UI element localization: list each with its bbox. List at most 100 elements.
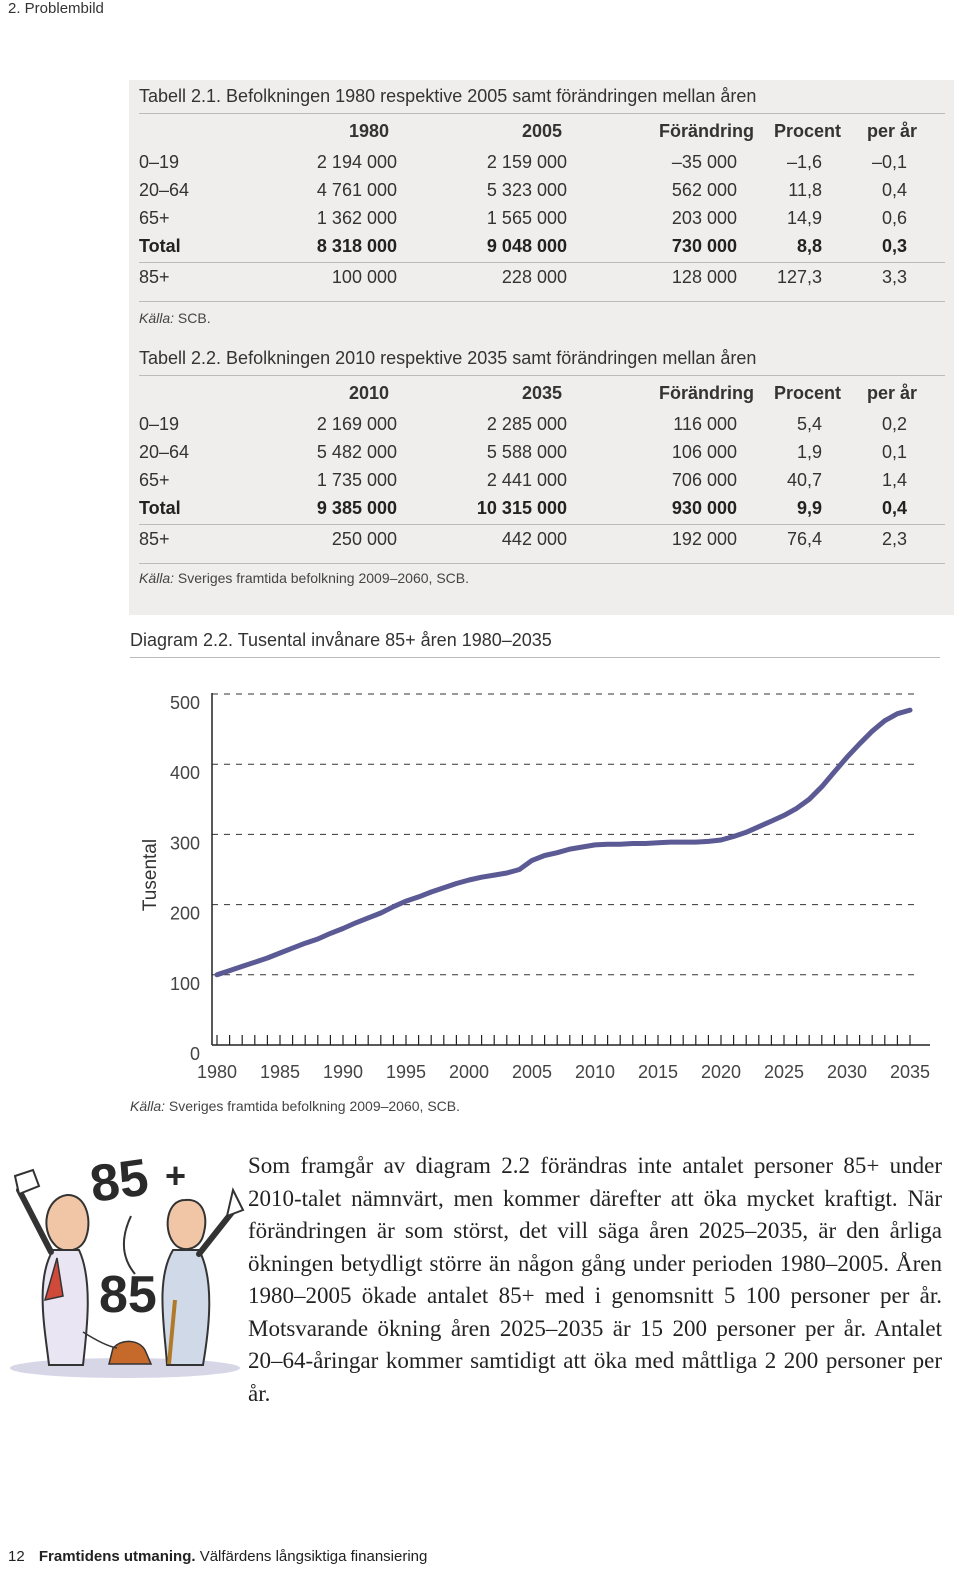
row-label: Total (139, 498, 181, 518)
footer-subtitle: Välfärdens långsiktiga finansiering (195, 1548, 428, 1565)
page-footer: 12 Framtidens utmaning. Välfärdens långs… (8, 1548, 427, 1565)
x-tick-label: 1995 (386, 1062, 426, 1082)
walking-cane (167, 1299, 177, 1365)
table-cell: 106 000 (671, 442, 737, 462)
source-text: SCB. (174, 310, 211, 326)
row-label: 0–19 (139, 414, 180, 434)
y-axis-ticks: 0 100 200 300 400 500 (170, 693, 200, 1064)
table-cell: 127,3 (776, 267, 822, 287)
table-cell: 9 385 000 (316, 498, 397, 518)
table-2-1: Tabell 2.1. Befolkningen 1980 respektive… (139, 86, 945, 326)
table-cell: 5 482 000 (316, 442, 397, 462)
table-cell: –1,6 (786, 152, 822, 172)
table-cell: 0,4 (881, 498, 907, 518)
table-cell: 228 000 (501, 267, 567, 287)
table-row: 0–19 2 194 000 2 159 000 –35 000 –1,6 –0… (139, 148, 945, 176)
table-cell: 2 169 000 (316, 414, 397, 434)
source-label: Källa: (139, 310, 175, 326)
table-row: 20–64 4 761 000 5 323 000 562 000 11,8 0… (139, 176, 945, 204)
table-row: 20–64 5 482 000 5 588 000 106 000 1,9 0,… (139, 438, 945, 466)
diagram-title: Diagram 2.2. Tusental invånare 85+ åren … (130, 630, 940, 658)
table-cell: 203 000 (671, 208, 737, 228)
table-cell: 0,3 (881, 236, 907, 256)
table-cell: –0,1 (871, 152, 907, 172)
column-header: Procent (773, 383, 841, 403)
y-axis-label: Tusental (140, 839, 161, 911)
x-tick-label: 2030 (827, 1062, 867, 1082)
woman-head (166, 1198, 207, 1251)
table-cell: 8,8 (796, 236, 822, 256)
source-label: Källa: (139, 570, 175, 586)
table-2-2: Tabell 2.2. Befolkningen 2010 respektive… (139, 348, 945, 586)
row-label: Total (139, 236, 181, 256)
x-tick-label: 2010 (575, 1062, 615, 1082)
elderly-couple-illustration: 85 + 85 (10, 1150, 245, 1378)
column-header: 1980 (348, 121, 389, 141)
raised-arm (16, 1187, 54, 1255)
table-cell: 11,8 (788, 180, 822, 200)
divider-curve (122, 1215, 136, 1275)
table-cell: 730 000 (671, 236, 737, 256)
x-tick-label: 2035 (890, 1062, 930, 1082)
table-cell: 0,1 (881, 442, 907, 462)
x-axis-ticks: 1980 1985 1990 1995 2000 2005 2010 2015 2020 2025… (197, 1035, 930, 1082)
column-header: 2035 (521, 383, 562, 403)
column-header: 2010 (348, 383, 389, 403)
table-cell: 9,9 (796, 498, 822, 518)
table-cell: –35 000 (671, 152, 737, 172)
table-row: 85+ 250 000 442 000 192 000 76,4 2,3 (139, 525, 945, 564)
source-text: Sveriges framtida befolkning 2009–2060, … (174, 570, 469, 586)
table-cell: 5 588 000 (486, 442, 567, 462)
table-total-row: Total 8 318 000 9 048 000 730 000 8,8 0,… (139, 232, 945, 263)
source-text: Sveriges framtida befolkning 2009–2060, … (165, 1098, 460, 1114)
label-85-bottom: 85 (99, 1266, 157, 1324)
row-label: 20–64 (139, 180, 190, 200)
table-cell: 706 000 (671, 470, 737, 490)
table-cell: 5,4 (796, 414, 822, 434)
column-header: 2005 (521, 121, 562, 141)
x-tick-label: 1980 (197, 1062, 237, 1082)
x-tick-label: 2000 (449, 1062, 489, 1082)
chart-series (214, 707, 913, 978)
x-tick-label: 2015 (638, 1062, 678, 1082)
y-tick-label: 200 (170, 904, 200, 924)
table-title: Tabell 2.1. Befolkningen 1980 respektive… (139, 86, 945, 114)
footer-title: Framtidens utmaning. (38, 1548, 196, 1565)
table-cell: 250 000 (331, 529, 397, 549)
table-cell: 2 194 000 (316, 152, 397, 172)
table-cell: 1 565 000 (486, 208, 567, 228)
y-tick-label: 300 (170, 833, 200, 853)
table-cell: 930 000 (671, 498, 737, 518)
column-header: Förändring (659, 121, 754, 141)
table-row: 65+ 1 362 000 1 565 000 203 000 14,9 0,6 (139, 204, 945, 232)
row-label: 85+ (139, 529, 170, 549)
table-cell: 40,7 (786, 470, 822, 490)
x-tick-label: 2025 (764, 1062, 804, 1082)
table-total-row: Total 9 385 000 10 315 000 930 000 9,9 0… (139, 494, 945, 525)
hat-in-hand (13, 1168, 41, 1196)
column-header: per år (866, 383, 917, 403)
table-cell: 8 318 000 (316, 236, 397, 256)
dog (108, 1340, 153, 1365)
y-tick-label: 400 (170, 763, 200, 783)
table-header-row: 1980 2005 Förändring Procent per år (139, 114, 945, 148)
table-cell: 128 000 (671, 267, 737, 287)
table-cell: 1,4 (881, 470, 907, 490)
section-header: 2. Problembild (8, 0, 104, 17)
scarf (43, 1257, 64, 1302)
table-row: 0–19 2 169 000 2 285 000 116 000 5,4 0,2 (139, 410, 945, 438)
line-chart: 0 100 200 300 400 500 1980 1985 1990 1995 2000 200… (140, 693, 930, 1082)
table-cell: 9 048 000 (486, 236, 567, 256)
source-label: Källa: (130, 1098, 166, 1114)
y-tick-label: 500 (170, 693, 200, 713)
table-cell: 442 000 (501, 529, 567, 549)
body-paragraph: Som framgår av diagram 2.2 förändras int… (248, 1153, 942, 1406)
table-title: Tabell 2.2. Befolkningen 2010 respektive… (139, 348, 945, 376)
table-cell: 4 761 000 (316, 180, 397, 200)
column-header: Procent (773, 121, 841, 141)
table-header-row: 2010 2035 Förändring Procent per år (139, 376, 945, 410)
column-header: Förändring (659, 383, 754, 403)
table-cell: 2,3 (881, 529, 907, 549)
table-cell: 0,6 (881, 208, 907, 228)
table-source: Källa: SCB. (139, 310, 945, 326)
